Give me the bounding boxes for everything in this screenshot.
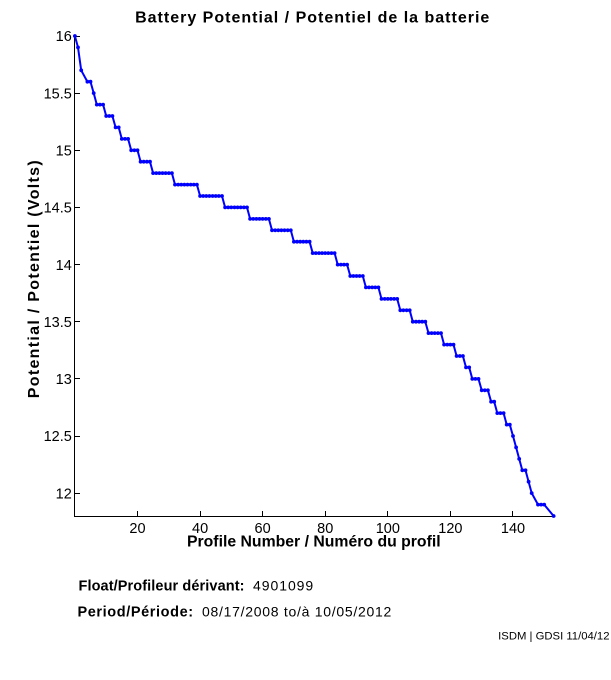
svg-text:12.5: 12.5 [44, 429, 72, 445]
svg-text:20: 20 [129, 521, 145, 537]
svg-text:Potential / Potentiel (Volts): Potential / Potentiel (Volts) [26, 159, 43, 398]
svg-text:60: 60 [255, 521, 271, 537]
svg-text:80: 80 [317, 521, 333, 537]
svg-text:40: 40 [192, 521, 208, 537]
svg-text:15: 15 [56, 144, 72, 160]
svg-text:ISDM | GDSI 11/04/12: ISDM | GDSI 11/04/12 [498, 630, 609, 642]
svg-text:Profile Number / Numéro du pro: Profile Number / Numéro du profil [187, 533, 441, 550]
svg-text:13: 13 [56, 372, 72, 388]
svg-text:4901099: 4901099 [253, 577, 314, 593]
svg-text:16: 16 [56, 29, 72, 45]
svg-text:Period/Période:: Period/Période: [78, 605, 194, 621]
svg-text:13.5: 13.5 [44, 315, 72, 331]
svg-text:14.5: 14.5 [44, 201, 72, 217]
svg-text:Battery Potential / Potentiel: Battery Potential / Potentiel de la batt… [135, 9, 490, 26]
svg-text:12: 12 [56, 486, 72, 502]
svg-text:100: 100 [376, 521, 400, 537]
svg-text:15.5: 15.5 [44, 86, 72, 102]
svg-text:14: 14 [56, 258, 72, 274]
svg-text:Float/Profileur dérivant:: Float/Profileur dérivant: [79, 578, 245, 594]
svg-text:120: 120 [438, 521, 462, 537]
svg-text:08/17/2008 to/à 10/05/2012: 08/17/2008 to/à 10/05/2012 [202, 604, 392, 620]
svg-text:140: 140 [501, 521, 525, 537]
